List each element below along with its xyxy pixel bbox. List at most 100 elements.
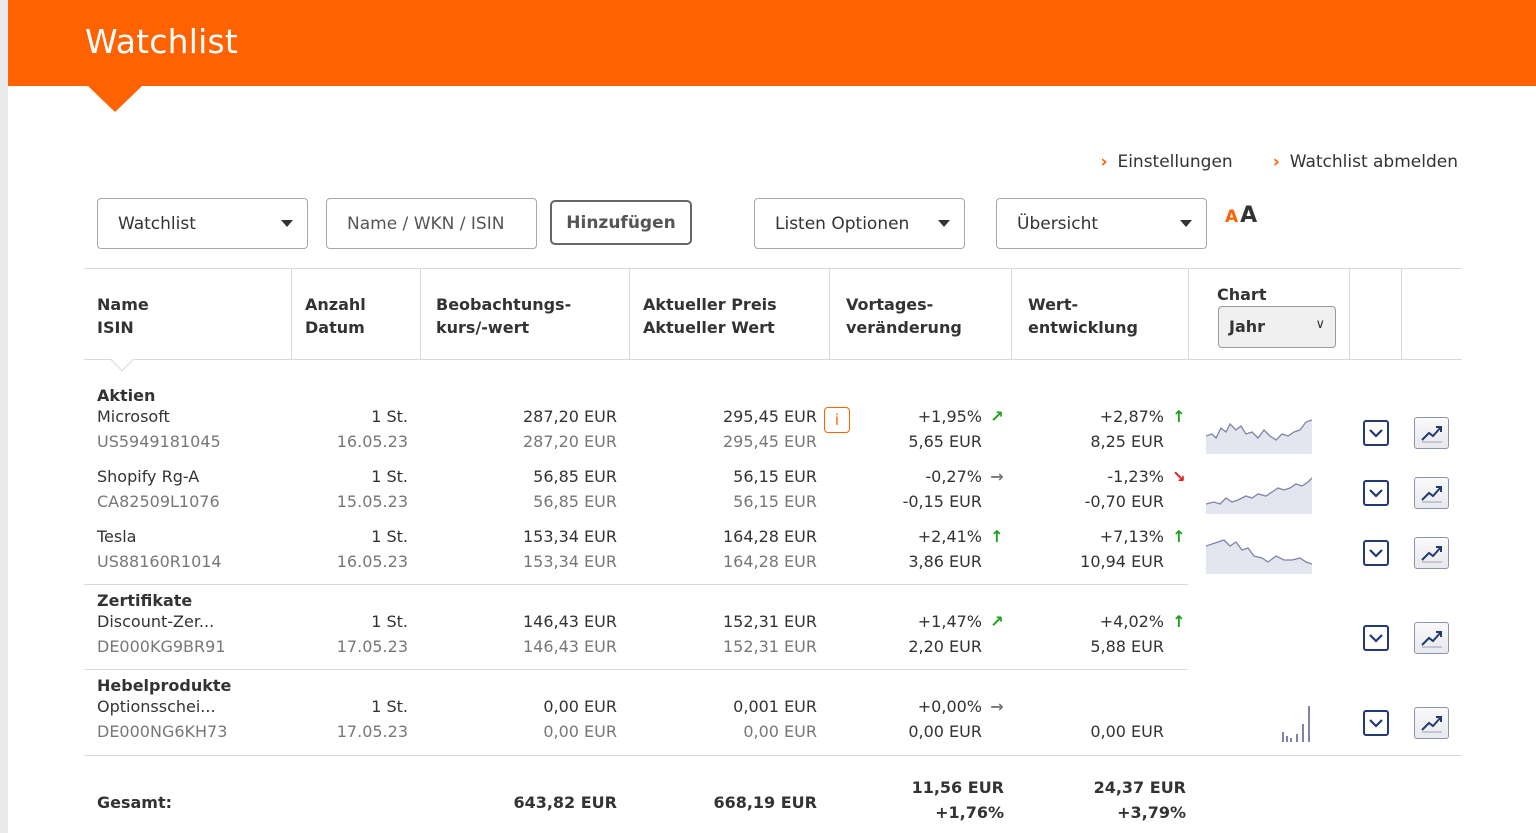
current-price-value: 56,15 EUR 56,15 EUR: [624, 464, 817, 514]
security-name-isin: Microsoft US5949181045: [97, 404, 277, 454]
quantity-date-line2: 16.05.23: [336, 552, 408, 571]
font-size-toggle[interactable]: A A: [1225, 203, 1257, 228]
view-select[interactable]: Übersicht: [996, 198, 1207, 249]
performance-abs: 8,25 EUR: [1090, 432, 1164, 451]
unsubscribe-watchlist-link[interactable]: › Watchlist abmelden: [1273, 152, 1458, 172]
performance: +4,02% ↑ 5,88 EUR: [1044, 609, 1186, 659]
performance-abs: 0,00 EUR: [1090, 722, 1164, 741]
daily-change: +1,47% ↗ 2,20 EUR: [864, 609, 1004, 659]
chevron-down-icon: [1369, 634, 1383, 643]
watch-price-value: 146,43 EUR 146,43 EUR: [424, 609, 617, 659]
info-icon[interactable]: i: [824, 407, 850, 433]
add-button[interactable]: Hinzufügen: [550, 200, 692, 245]
open-chart-button[interactable]: [1414, 477, 1449, 509]
open-chart-button[interactable]: [1414, 537, 1449, 569]
daily-change: +1,95% ↗ 5,65 EUR: [864, 404, 1004, 454]
search-input[interactable]: Name / WKN / ISIN: [326, 198, 537, 249]
watch-price-value: 56,85 EUR 56,85 EUR: [424, 464, 617, 514]
sparkline-area: [1206, 478, 1312, 514]
expand-row-button[interactable]: [1363, 625, 1389, 651]
quantity-date: 1 St. 15.05.23: [284, 464, 408, 514]
list-options-select[interactable]: Listen Optionen: [754, 198, 965, 249]
expand-row-button[interactable]: [1363, 710, 1389, 736]
trend-arrow-icon: →: [990, 697, 1004, 716]
security-name-isin-line2: CA82509L1076: [97, 492, 220, 511]
open-chart-button[interactable]: [1414, 622, 1449, 654]
sparkline-chart[interactable]: [1205, 474, 1313, 518]
daily-change: +2,41% ↑ 3,86 EUR: [864, 524, 1004, 574]
watchlist-select[interactable]: Watchlist: [97, 198, 308, 249]
trend-arrow-icon: ↑: [990, 527, 1004, 546]
header-banner: Watchlist: [8, 0, 1536, 86]
quantity-date-line2: 15.05.23: [336, 492, 408, 511]
expand-row-button[interactable]: [1363, 420, 1389, 446]
quantity-date-line2: 17.05.23: [336, 637, 408, 656]
total-daily-change: 11,56 EUR +1,76%: [864, 775, 1004, 825]
col-name[interactable]: Name ISIN: [97, 269, 287, 360]
daily-change-pct-value: +1,47%: [917, 612, 982, 631]
performance-pct: [1044, 694, 1186, 719]
font-size-large[interactable]: A: [1240, 203, 1258, 228]
daily-change-pct-value: +2,41%: [917, 527, 982, 546]
watch-price-value: 0,00 EUR 0,00 EUR: [424, 694, 617, 744]
watchlist-select-value: Watchlist: [118, 213, 196, 234]
col-qty-line1: Anzahl: [305, 295, 366, 314]
quantity-date: 1 St. 16.05.23: [284, 404, 408, 454]
open-chart-button[interactable]: [1414, 707, 1449, 739]
expand-row-button[interactable]: [1363, 480, 1389, 506]
quantity-date-line1: 1 St.: [371, 697, 408, 716]
daily-change-abs: 3,86 EUR: [908, 552, 982, 571]
daily-change-abs: -0,15 EUR: [902, 492, 982, 511]
current-price-value-line1: 295,45 EUR: [722, 407, 817, 426]
watch-price-value-line2: 287,20 EUR: [522, 432, 617, 451]
current-price-value-line1: 56,15 EUR: [733, 467, 817, 486]
col-actions-1: [1349, 269, 1401, 360]
open-chart-button[interactable]: [1414, 417, 1449, 449]
col-current[interactable]: Aktueller Preis Aktueller Wert: [629, 269, 829, 360]
chart-period-value: Jahr: [1229, 317, 1266, 336]
top-links: › Einstellungen › Watchlist abmelden: [1100, 152, 1458, 172]
performance-abs: 10,94 EUR: [1080, 552, 1164, 571]
performance: 0,00 EUR: [1044, 694, 1186, 744]
col-actions-2: [1401, 269, 1462, 360]
performance-pct: +7,13% ↑: [1044, 524, 1186, 549]
group-title: Aktien: [97, 386, 156, 405]
sparkline-line: [1205, 419, 1313, 441]
col-daily-line1: Vortages-: [846, 295, 934, 314]
sparkline-chart[interactable]: [1205, 534, 1313, 578]
sparkline-bar: [1302, 724, 1304, 742]
sparkline-chart[interactable]: [1205, 414, 1313, 458]
search-placeholder: Name / WKN / ISIN: [347, 213, 505, 234]
group-divider: [84, 755, 1462, 756]
trend-arrow-icon: ↗: [990, 407, 1004, 426]
watch-price-value-line2: 153,34 EUR: [522, 552, 617, 571]
line-chart-icon: [1420, 426, 1442, 443]
security-name-isin-line2: DE000NG6KH73: [97, 722, 228, 741]
col-perf[interactable]: Wert- entwicklung: [1011, 269, 1188, 360]
font-size-small[interactable]: A: [1225, 207, 1239, 227]
security-name-isin-line1: Optionsschei...: [97, 697, 216, 716]
performance-pct: +4,02% ↑: [1044, 609, 1186, 634]
current-price-value: 152,31 EUR 152,31 EUR: [624, 609, 817, 659]
current-price-value-line2: 164,28 EUR: [722, 552, 817, 571]
col-daily[interactable]: Vortages- veränderung: [829, 269, 1011, 360]
chevron-down-icon: [1369, 429, 1383, 438]
total-performance: 24,37 EUR +3,79%: [1044, 775, 1186, 825]
col-watch-line1: Beobachtungs-: [436, 295, 572, 314]
sparkline-bar: [1308, 706, 1310, 742]
settings-link[interactable]: › Einstellungen: [1100, 152, 1232, 172]
col-daily-line2: veränderung: [846, 318, 962, 337]
banner-notch: [88, 86, 142, 112]
chevron-right-icon: ›: [1272, 152, 1280, 172]
quantity-date: 1 St. 16.05.23: [284, 524, 408, 574]
expand-row-button[interactable]: [1363, 540, 1389, 566]
watch-price-value-line1: 146,43 EUR: [522, 612, 617, 631]
performance-pct-value: -1,23%: [1107, 467, 1164, 486]
group-divider: [84, 584, 1188, 585]
daily-change-pct: -0,27% →: [864, 464, 1004, 489]
sparkline-chart[interactable]: [1282, 704, 1312, 746]
col-qty[interactable]: Anzahl Datum: [291, 269, 420, 360]
col-watch[interactable]: Beobachtungs- kurs/-wert: [420, 269, 629, 360]
chart-period-select[interactable]: Jahr ∨: [1218, 306, 1336, 348]
caret-down-icon: [938, 220, 950, 227]
